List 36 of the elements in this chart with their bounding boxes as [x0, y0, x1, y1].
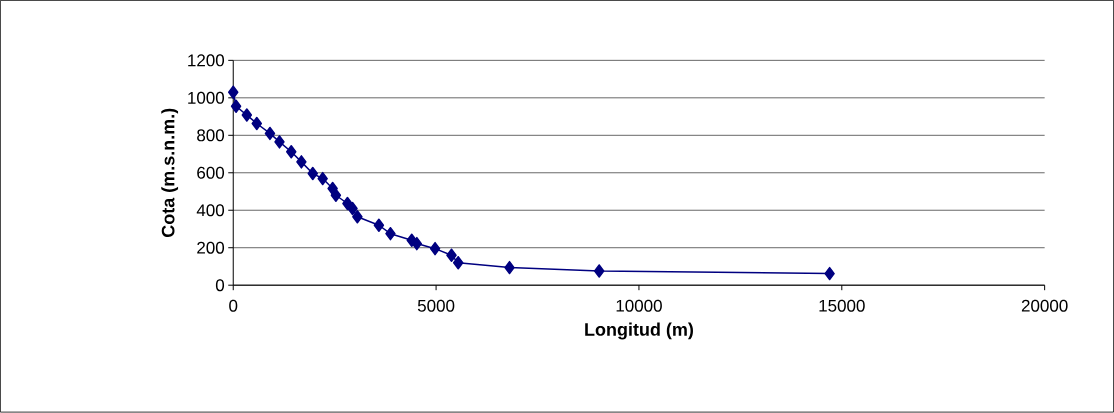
- point: [446, 248, 457, 263]
- point: [352, 210, 363, 224]
- point: [230, 99, 242, 114]
- point: [317, 172, 328, 186]
- y-tick-label: 800: [197, 129, 225, 142]
- x-tick-label: 15000: [819, 299, 865, 312]
- point: [593, 264, 605, 278]
- point: [227, 85, 239, 100]
- x-tick-label: 10000: [616, 299, 662, 312]
- y-axis-title: Cota (m.s.n.m.): [161, 108, 179, 238]
- x-tick-label: 20000: [1021, 299, 1068, 312]
- point: [251, 117, 263, 131]
- y-tick-label: 400: [196, 204, 225, 217]
- point: [824, 267, 835, 281]
- point: [330, 188, 342, 203]
- point: [307, 167, 318, 181]
- y-tick-label: 600: [197, 167, 225, 180]
- point: [264, 126, 276, 141]
- point: [286, 145, 297, 159]
- point: [385, 227, 396, 241]
- y-tick-label: 0: [215, 279, 225, 292]
- x-tick-label: 0: [229, 299, 238, 312]
- point: [347, 202, 358, 216]
- point: [411, 237, 423, 251]
- point: [429, 242, 441, 256]
- y-tick-label: 200: [197, 241, 225, 254]
- point: [241, 108, 253, 123]
- point: [452, 256, 464, 270]
- point: [274, 135, 285, 149]
- point: [373, 218, 385, 233]
- point: [504, 261, 515, 275]
- x-tick-label: 5000: [417, 299, 455, 312]
- y-tick-label: 1200: [188, 54, 225, 67]
- y-tick-label: 1000: [188, 92, 225, 105]
- point: [296, 155, 307, 169]
- x-axis-title: Longitud (m): [585, 322, 693, 340]
